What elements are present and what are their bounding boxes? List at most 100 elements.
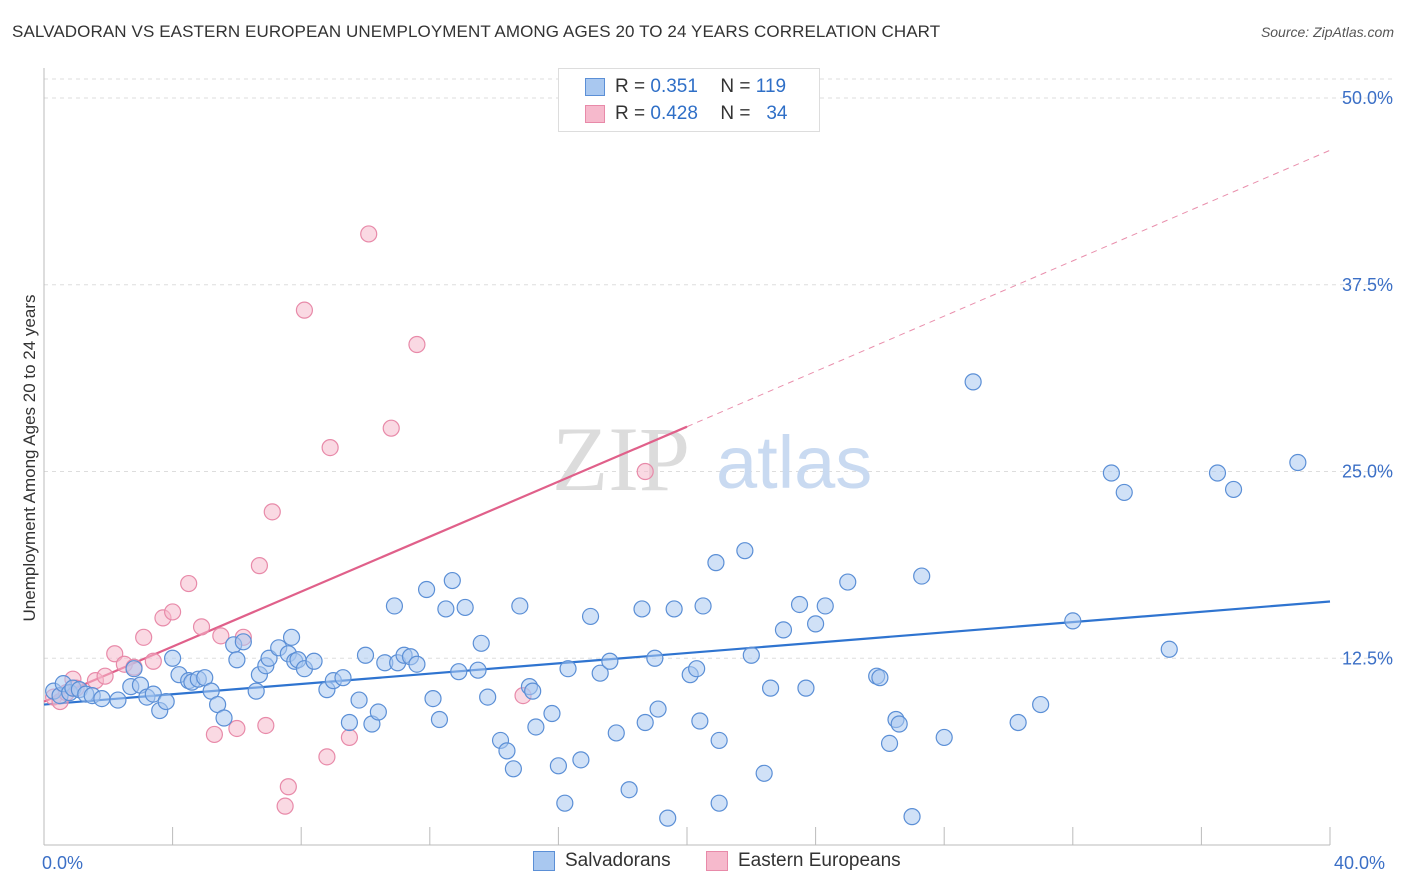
data-point-salvadoran [527,718,545,736]
legend-r-label: R = [615,76,646,97]
data-point-salvadoran [282,628,301,646]
data-point-eastern-european [382,419,400,437]
data-point-salvadoran [633,600,651,618]
data-point-salvadoran [913,567,931,585]
data-point-salvadoran [144,685,162,703]
data-point-salvadoran [408,655,426,673]
data-point-eastern-european [212,627,230,645]
data-point-salvadoran [215,709,233,727]
data-point-salvadoran [890,715,908,733]
data-point-salvadoran [688,660,706,678]
data-point-salvadoran [430,710,449,729]
watermark-atlas: atlas [716,421,872,504]
data-point-salvadoran [880,734,899,753]
data-point-eastern-european [228,719,246,738]
data-point-eastern-european [318,748,336,766]
y-tick-label: 25.0% [1342,462,1393,482]
legend-n-label: N = [720,76,751,97]
data-point-salvadoran [450,663,468,681]
data-point-eastern-european [340,728,359,747]
data-point-salvadoran [839,573,857,591]
data-point-salvadoran [691,712,709,730]
legend-n-label: N = [720,103,751,124]
data-point-salvadoran [247,682,265,700]
blue-swatch-icon [585,78,605,96]
data-point-salvadoran [437,600,455,618]
data-point-salvadoran [1289,453,1307,472]
data-point-salvadoran [157,692,175,711]
data-points [45,225,1307,827]
data-point-salvadoran [543,704,561,723]
pink-swatch-icon [585,105,605,123]
legend-r-value: 0.428 [650,103,698,124]
data-point-salvadoran [964,373,982,391]
data-point-salvadoran [636,713,654,732]
data-point-salvadoran [607,724,625,742]
y-tick-label: 37.5% [1342,275,1393,295]
data-point-salvadoran [511,597,529,615]
data-point-salvadoran [1032,695,1050,714]
data-point-salvadoran [1208,464,1227,482]
data-point-eastern-european [250,557,269,575]
data-point-salvadoran [369,703,387,721]
data-point-salvadoran [710,794,728,812]
data-point-salvadoran [164,649,182,667]
data-point-eastern-european [276,797,294,815]
data-point-salvadoran [109,691,127,709]
data-point-salvadoran [659,809,677,827]
bottom-legend-salvadorans: Salvadorans [533,850,671,872]
data-point-salvadoran [125,660,143,678]
data-point-eastern-european [360,225,378,243]
data-point-eastern-european [180,574,198,593]
data-point-salvadoran [572,751,590,769]
data-point-eastern-european [205,725,223,744]
data-point-salvadoran [1102,464,1120,482]
x-tick-label-min: 0.0% [42,853,84,873]
data-point-salvadoran [903,808,921,826]
data-point-salvadoran [1115,483,1133,502]
data-point-salvadoran [591,664,609,682]
y-tick-labels: 12.5% 25.0% 37.5% 50.0% [1342,88,1393,668]
data-point-eastern-european [96,667,114,685]
axes [43,68,1331,846]
data-point-eastern-european [135,628,153,646]
data-point-salvadoran [1064,612,1082,630]
data-point-salvadoran [742,646,760,664]
data-point-salvadoran [1160,640,1178,658]
data-point-salvadoran [871,669,889,687]
data-point-eastern-european [408,335,426,354]
data-point-salvadoran [417,580,436,599]
watermark: ZIP atlas [552,408,872,510]
data-point-salvadoran [424,689,442,708]
data-point-salvadoran [469,661,487,679]
data-point-salvadoran [556,794,574,812]
data-point-salvadoran [797,679,815,697]
data-point-salvadoran [1009,713,1027,732]
legend-r-value: 0.351 [650,76,698,97]
data-point-salvadoran [694,597,712,615]
source-note: Source: ZipAtlas.com [1260,24,1394,40]
data-point-salvadoran [443,571,461,590]
data-point-salvadoran [806,615,825,633]
stats-legend: R = 0.351 N = 119 R = 0.428 N = 34 [558,68,820,132]
data-point-salvadoran [350,691,368,709]
y-tick-label: 50.0% [1342,88,1393,108]
data-point-salvadoran [581,607,600,626]
trend-line-extension [686,149,1331,428]
legend-n-value: 119 [755,76,787,97]
data-point-salvadoran [479,688,497,706]
data-point-eastern-european [295,301,314,319]
legend-row-salvadorans: R = 0.351 N = 119 [585,75,786,99]
data-point-salvadoran [498,742,516,760]
data-point-salvadoran [620,781,638,799]
bottom-legend-label: Eastern Europeans [738,850,901,871]
data-point-salvadoran [559,660,577,678]
data-point-salvadoran [456,598,474,617]
y-tick-label: 12.5% [1342,648,1393,668]
data-point-salvadoran [340,713,359,732]
x-tick-label-max: 40.0% [1334,853,1386,873]
data-point-salvadoran [334,669,352,687]
data-point-salvadoran [761,679,780,697]
bottom-legend-eastern-europeans: Eastern Europeans [706,850,901,872]
